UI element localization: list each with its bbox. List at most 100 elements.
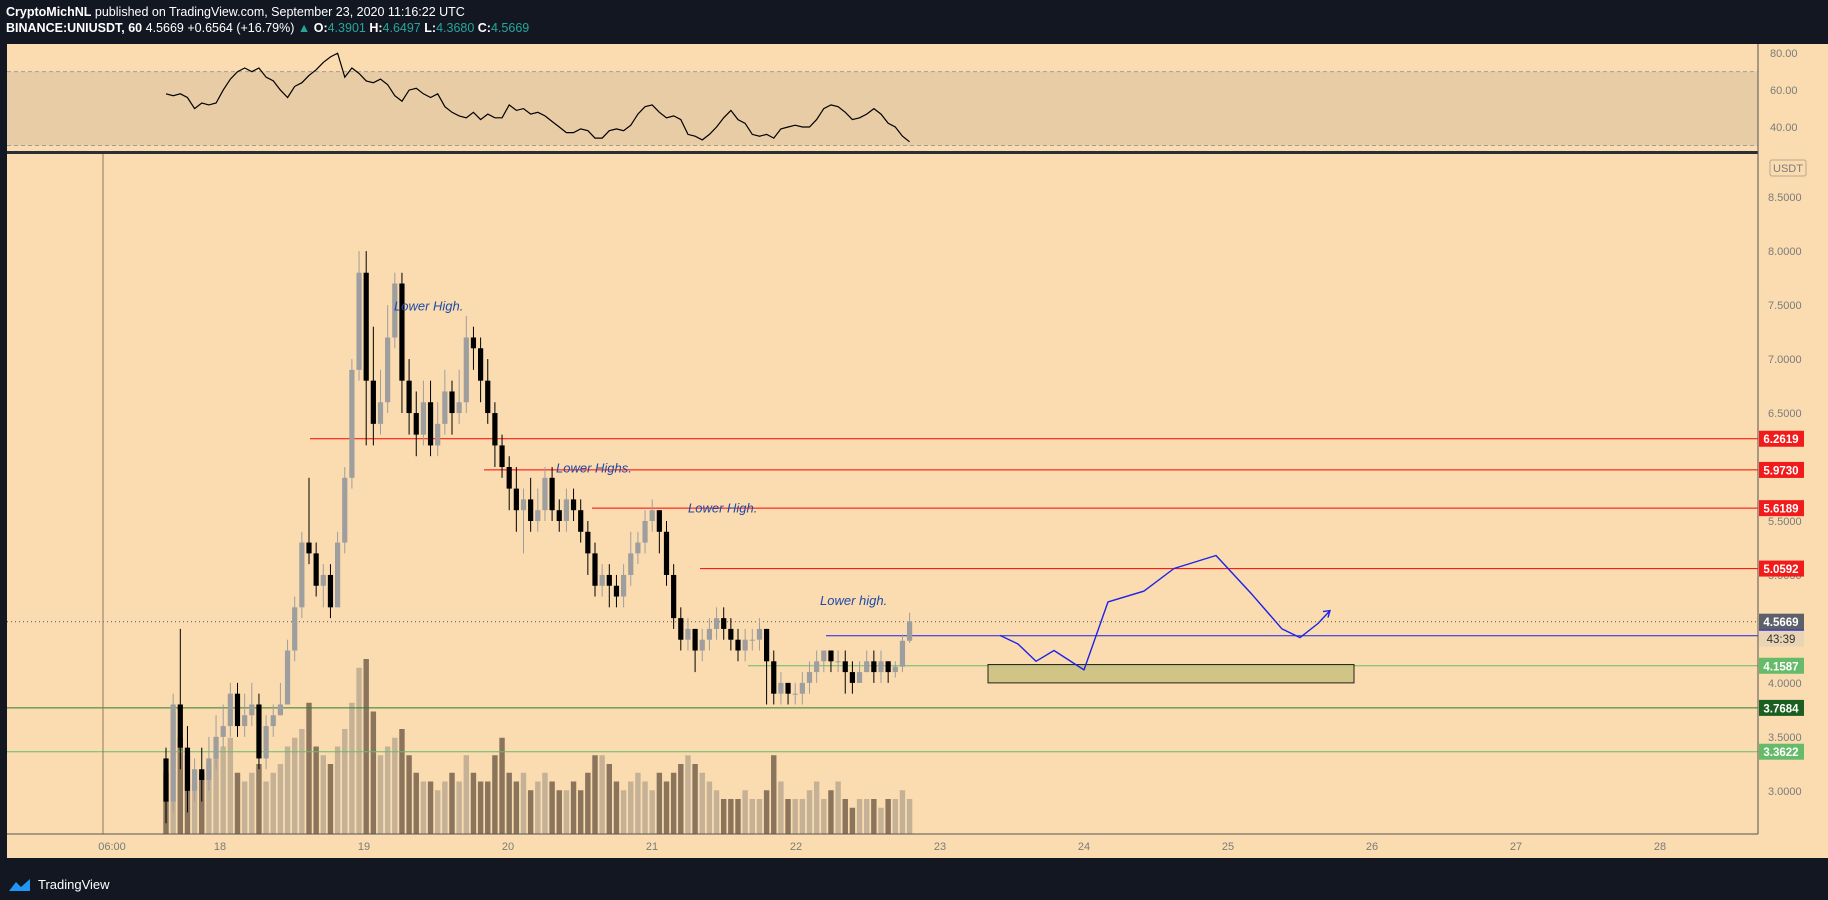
projection-path [999,554,1331,671]
volume-bar [420,781,427,834]
candle-body [463,337,469,403]
volume-bar [864,799,870,834]
volume-bar [878,807,884,834]
volume-bar [785,799,791,834]
candle-body [692,628,698,651]
volume-bar [692,764,698,834]
chart-header: CryptoMichNL published on TradingView.co… [6,4,529,36]
volume-bar [177,737,183,834]
candle-body [320,574,326,586]
volume-bar [871,799,877,834]
price-level-label: 5.6189 [1763,504,1798,516]
low-value: 4.3680 [436,21,475,35]
volume-bar [899,790,906,834]
volume-bar [856,799,863,834]
candle-body [263,726,269,759]
candles-layer [163,251,913,824]
volume-bar [435,790,441,834]
candle-body [699,639,705,651]
candle-body [578,510,584,532]
candle-body [470,337,477,349]
candle-body [342,477,348,543]
y-tick-label: 4.0000 [1768,678,1802,690]
volume-bar [535,781,541,834]
volume-bar [778,781,784,834]
candle-body [706,628,712,640]
price-level-label-bg [1759,461,1804,478]
candle-body [406,380,412,414]
volume-bar [699,772,705,834]
volume-bar [813,781,820,834]
volume-bar [427,781,434,834]
volume-bar [792,799,798,834]
volume-bar [821,799,827,834]
rsi-tick-label: 40.00 [1770,122,1798,134]
candle-body [335,542,341,608]
volume-bar [771,755,777,834]
rsi-layer [7,52,1828,154]
volume-bar [756,799,763,834]
candle-body [799,682,805,694]
candle-body [528,499,534,521]
volume-bar [742,790,748,834]
candle-body [256,704,262,759]
price-level-label: 6.2619 [1763,434,1798,446]
low-label: L: [424,21,437,35]
candle-body [606,574,612,586]
volume-bar [449,772,455,834]
volume-bar [628,781,634,834]
last-price-label: 4.5669 [1763,617,1798,629]
y-tick-label: 3.5000 [1768,732,1802,744]
price-level-label: 3.3622 [1763,747,1798,759]
volume-bar [578,790,584,834]
volume-bar [842,799,848,834]
candle-body [671,574,677,619]
volume-layer [163,659,913,834]
volume-bar [542,772,548,834]
volume-bar [249,772,255,834]
volume-bar [728,799,734,834]
volume-bar [642,781,648,834]
demand-zone-box [987,664,1355,684]
author-name[interactable]: CryptoMichNL [6,5,92,19]
volume-bar [835,781,841,834]
candle-body [442,391,448,424]
candle-body [492,413,498,446]
volume-bar [384,746,391,834]
volume-bar [706,781,713,834]
countdown-bg [1759,630,1804,647]
volume-bar [721,799,727,834]
candle-body [628,553,634,575]
candle-body [213,736,219,759]
x-tick-label: 19 [358,841,370,853]
candle-body [184,747,191,791]
candle-body [842,661,848,673]
high-label: H: [369,21,383,35]
x-tick-label: 25 [1222,841,1234,853]
volume-bar [270,772,276,834]
candle-body [284,650,291,705]
volume-bar [649,790,655,834]
volume-bar [806,790,813,834]
volume-bar [585,772,591,834]
candle-body [427,402,434,446]
volume-bar [549,781,555,834]
volume-bar [349,702,355,834]
candle-body [399,283,405,381]
volume-bar [213,755,219,834]
price-pane[interactable] [7,154,1758,834]
x-tick-label: 21 [646,841,658,853]
volume-bar [670,772,677,834]
tradingview-footer[interactable]: TradingView [8,877,110,892]
candle-body [549,477,555,511]
candle-body [170,704,176,802]
close-label: C: [477,21,491,35]
symbol-label: BINANCE:UNIUSDT, 60 [6,21,143,35]
tradingview-brand: TradingView [38,877,110,892]
candle-body [592,553,598,586]
volume-bar [363,659,369,834]
y-tick-label: 6.5000 [1768,408,1802,420]
annotation-text: Lower Highs. [556,460,632,475]
price-level-label-bg [1759,560,1804,577]
